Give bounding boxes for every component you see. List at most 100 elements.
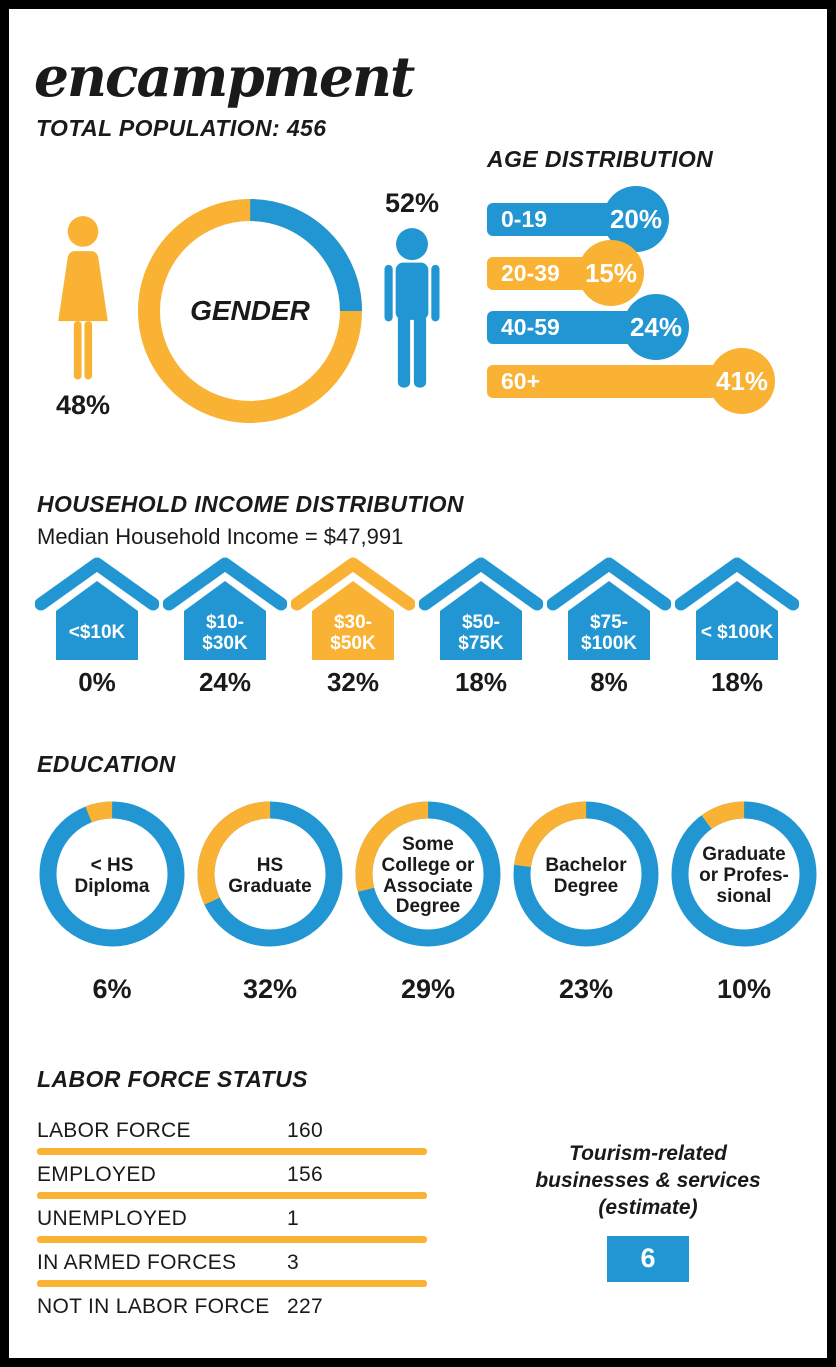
education-donut-wrap: Graduate or Profes- sional	[671, 801, 817, 952]
house-icon-svg	[419, 557, 543, 660]
income-bracket-label: $75- $100K	[581, 611, 637, 654]
education-donut-wrap: HS Graduate	[197, 801, 343, 952]
labor-row-label: IN ARMED FORCES	[37, 1251, 237, 1274]
income-house: $50- $75K 18%	[417, 556, 545, 698]
income-section-heading: HOUSEHOLD INCOME DISTRIBUTION	[37, 491, 464, 517]
education-percentage: 23%	[558, 974, 614, 1004]
education-percentage: 10%	[716, 974, 772, 1004]
income-house-chart: <$10K 0% $10- $30K 24% $30- $50K 32% $50- $75K…	[33, 556, 801, 698]
median-income-label: Median Household Income = $47,991	[37, 524, 404, 549]
income-bracket-label: $10- $30K	[202, 611, 248, 654]
labor-row-value: 160	[287, 1119, 323, 1142]
labor-row-value: 1	[287, 1207, 299, 1230]
education-donut-svg	[513, 801, 659, 947]
house-icon: $75- $100K	[547, 556, 671, 660]
tourism-count-value: 6	[640, 1243, 656, 1274]
labor-force-table: LABOR FORCE 160 EMPLOYED 156 UNEMPLOYED 1 IN A…	[37, 1116, 427, 1336]
education-percentage: 29%	[400, 974, 456, 1004]
labor-row-label: EMPLOYED	[37, 1163, 157, 1186]
labor-table-row: NOT IN LABOR FORCE 227	[37, 1292, 427, 1336]
labor-row-label: LABOR FORCE	[37, 1119, 191, 1142]
age-section-heading: AGE DISTRIBUTION	[487, 146, 714, 172]
house-icon: < $100K	[675, 556, 799, 660]
education-section-heading: EDUCATION	[37, 751, 176, 777]
education-percentage: 6%	[92, 974, 132, 1004]
tourism-label: Tourism-related businesses & services (e…	[535, 1142, 761, 1219]
labor-row-value: 227	[287, 1295, 323, 1318]
education-donut-wrap: < HS Diploma	[39, 801, 185, 952]
age-row: 40-59 24%	[487, 294, 823, 360]
total-population-label: TOTAL POPULATION: 456	[36, 115, 327, 141]
female-icon	[58, 216, 108, 380]
income-percentage: 18%	[710, 667, 764, 697]
income-bracket-label: <$10K	[68, 622, 126, 644]
age-row: 20-39 15%	[487, 240, 823, 306]
education-donut-wrap: Some College or Associate Degree	[355, 801, 501, 952]
income-percentage: 8%	[590, 667, 628, 697]
education-donut-wrap: Bachelor Degree	[513, 801, 659, 952]
income-house: < $100K 18%	[673, 556, 801, 698]
labor-row-label: NOT IN LABOR FORCE	[37, 1295, 270, 1318]
income-house: $10- $30K 24%	[161, 556, 289, 698]
house-icon-svg	[547, 557, 671, 660]
age-value-circle: 15%	[578, 240, 644, 306]
education-level-label: Some College or Associate Degree	[381, 833, 475, 918]
education-donut-svg	[197, 801, 343, 947]
income-percentage: 32%	[326, 667, 380, 697]
tourism-callout: Tourism-related businesses & services (e…	[508, 1141, 788, 1282]
gender-donut-svg	[138, 199, 362, 423]
age-value-circle: 41%	[709, 348, 775, 414]
education-donut: < HS Diploma 6%	[33, 801, 191, 1005]
income-bracket-label: $30- $50K	[330, 611, 376, 654]
gender-donut-chart	[133, 194, 367, 428]
income-bracket-label: $50- $75K	[458, 611, 504, 654]
education-level-label: Graduate or Profes- sional	[699, 844, 789, 907]
page-title: encampment	[34, 44, 415, 109]
education-donut-charts: < HS Diploma 6% HS Graduate 32% Some College…	[33, 801, 823, 1005]
house-icon-svg	[35, 557, 159, 660]
male-percentage: 52%	[384, 188, 440, 218]
education-level-label: Bachelor Degree	[545, 854, 627, 897]
house-icon-svg	[291, 557, 415, 660]
tourism-count-badge: 6	[607, 1235, 689, 1282]
labor-table-row: IN ARMED FORCES 3	[37, 1248, 427, 1292]
male-icon	[384, 228, 440, 388]
labor-row-label: UNEMPLOYED	[37, 1207, 188, 1230]
house-icon: $50- $75K	[419, 556, 543, 660]
labor-table-row: EMPLOYED 156	[37, 1160, 427, 1204]
house-icon: $30- $50K	[291, 556, 415, 660]
education-donut-svg	[39, 801, 185, 947]
education-level-label: < HS Diploma	[74, 854, 150, 897]
education-percentage: 32%	[242, 974, 298, 1004]
age-bar-chart: 0-19 20% 20-39 15% 40-59 24% 60+ 41%	[487, 186, 823, 436]
education-donut-svg	[355, 801, 501, 947]
labor-row-value: 3	[287, 1251, 299, 1274]
income-percentage: 18%	[454, 667, 508, 697]
age-row: 60+ 41%	[487, 348, 823, 414]
income-house: $75- $100K 8%	[545, 556, 673, 698]
income-house: <$10K 0%	[33, 556, 161, 698]
education-level-label: HS Graduate	[228, 854, 312, 897]
female-percentage: 48%	[55, 390, 111, 420]
income-percentage: 24%	[198, 667, 252, 697]
age-row: 0-19 20%	[487, 186, 823, 252]
labor-table-row: LABOR FORCE 160	[37, 1116, 427, 1160]
labor-row-value: 156	[287, 1163, 323, 1186]
income-bracket-label: < $100K	[700, 622, 774, 644]
age-value-circle: 24%	[623, 294, 689, 360]
education-donut: HS Graduate 32%	[191, 801, 349, 1005]
labor-section-heading: LABOR FORCE STATUS	[37, 1066, 308, 1092]
age-bar: 60+	[487, 365, 742, 398]
education-donut-svg	[671, 801, 817, 947]
education-donut: Graduate or Profes- sional 10%	[665, 801, 823, 1005]
age-value-circle: 20%	[603, 186, 669, 252]
house-icon-svg	[675, 557, 799, 660]
house-icon: $10- $30K	[163, 556, 287, 660]
house-icon: <$10K	[35, 556, 159, 660]
income-house: $30- $50K 32%	[289, 556, 417, 698]
education-donut: Some College or Associate Degree 29%	[349, 801, 507, 1005]
income-percentage: 0%	[78, 667, 116, 697]
gender-chart-label: GENDER	[190, 295, 310, 326]
education-donut: Bachelor Degree 23%	[507, 801, 665, 1005]
